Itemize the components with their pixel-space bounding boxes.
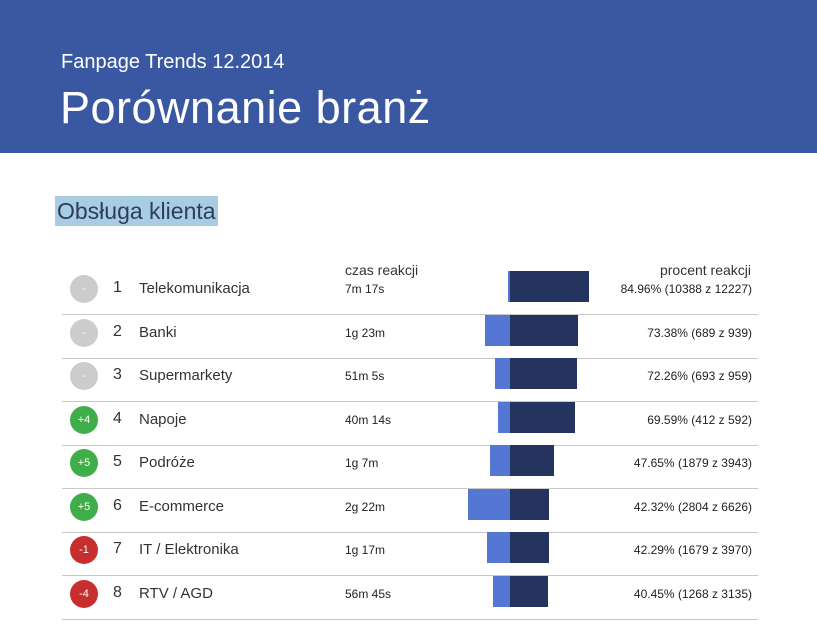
rank-number: 4 — [113, 410, 122, 427]
response-time-bar — [508, 271, 510, 302]
response-percent-value: 40.45% (1268 z 3135) — [633, 587, 752, 601]
response-time-bar — [495, 358, 510, 389]
industry-name: E-commerce — [139, 498, 225, 515]
response-percent-value: 42.32% (2804 z 6626) — [633, 500, 752, 514]
response-time-value: 51m 5s — [345, 369, 385, 383]
industry-name: IT / Elektronika — [139, 541, 239, 558]
rank-number: 1 — [113, 279, 122, 296]
rank-number: 8 — [113, 584, 122, 601]
response-time-value: 56m 45s — [345, 587, 392, 601]
response-time-value: 1g 23m — [345, 326, 386, 340]
response-time-value: 2g 22m — [345, 500, 386, 514]
report-subtitle: Fanpage Trends 12.2014 — [61, 51, 285, 73]
response-time-bar — [468, 489, 510, 520]
response-percent-value: 42.29% (1679 z 3970) — [633, 543, 752, 557]
response-percent-bar — [510, 576, 548, 607]
table-row: -4 8 RTV / AGD 56m 45s 40.45% (1268 z 3135) — [62, 576, 758, 620]
response-percent-bar — [510, 315, 578, 346]
rank-number: 3 — [113, 366, 122, 383]
industry-name: Supermarkety — [139, 367, 233, 384]
response-time-value: 40m 14s — [345, 413, 392, 427]
rank-number: 2 — [113, 323, 122, 340]
response-percent-bar — [510, 271, 589, 302]
response-time-bar — [485, 315, 510, 346]
rank-change-badge: - — [70, 319, 98, 347]
table-row: -1 Telekomunikacja 7m 17s 84.96% (10388 z 1… — [62, 271, 758, 315]
rank-change-badge: -4 — [70, 580, 98, 608]
rank-change-badge: +4 — [70, 406, 98, 434]
industry-name: Napoje — [139, 411, 187, 428]
response-time-bar — [498, 402, 510, 433]
response-time-bar — [490, 445, 510, 476]
rank-number: 5 — [113, 453, 122, 470]
table-row: -2 Banki 1g 23m 73.38% (689 z 939) — [62, 315, 758, 359]
column-header-percent: procent reakcji — [659, 262, 751, 278]
table-row: +5 5 Podróże 1g 7m 47.65% (1879 z 3943) — [62, 445, 758, 489]
response-percent-bar — [510, 358, 577, 389]
response-percent-bar — [510, 489, 549, 520]
rank-change-badge: +5 — [70, 493, 98, 521]
page-title: Porównanie branż — [60, 82, 431, 133]
table-row: +5 6 E-commerce 2g 22m 42.32% (2804 z 6626) — [62, 489, 758, 533]
response-percent-bar — [510, 445, 554, 476]
response-percent-value: 84.96% (10388 z 12227) — [620, 282, 752, 296]
response-percent-value: 72.26% (693 z 959) — [647, 369, 752, 383]
response-time-bar — [487, 532, 510, 563]
column-header-time: czas reakcji — [345, 262, 419, 278]
table-row: -1 7 IT / Elektronika 1g 17m 42.29% (1679 z … — [62, 532, 758, 576]
header-banner: Fanpage Trends 12.2014 Porównanie branż — [0, 0, 817, 153]
rank-number: 7 — [113, 540, 122, 557]
section-title: Obsługa klienta — [55, 196, 218, 226]
rank-change-badge: - — [70, 362, 98, 390]
industry-name: Podróże — [139, 454, 195, 471]
response-time-value: 1g 7m — [345, 456, 379, 470]
response-percent-value: 69.59% (412 z 592) — [647, 413, 752, 427]
response-time-bar — [493, 576, 510, 607]
rank-change-badge: - — [70, 275, 98, 303]
table-row: -3 Supermarkety 51m 5s 72.26% (693 z 959) — [62, 358, 758, 402]
response-percent-value: 47.65% (1879 z 3943) — [633, 456, 752, 470]
rank-change-badge: -1 — [70, 536, 98, 564]
rank-number: 6 — [113, 497, 122, 514]
response-percent-bar — [510, 532, 549, 563]
industry-name: RTV / AGD — [139, 585, 213, 602]
industry-name: Telekomunikacja — [139, 280, 250, 297]
response-percent-value: 73.38% (689 z 939) — [647, 326, 752, 340]
industry-name: Banki — [139, 324, 177, 341]
response-time-value: 1g 17m — [345, 543, 386, 557]
table-row: +4 4 Napoje 40m 14s 69.59% (412 z 592) — [62, 402, 758, 446]
response-percent-bar — [510, 402, 575, 433]
rank-change-badge: +5 — [70, 449, 98, 477]
response-time-value: 7m 17s — [345, 282, 385, 296]
